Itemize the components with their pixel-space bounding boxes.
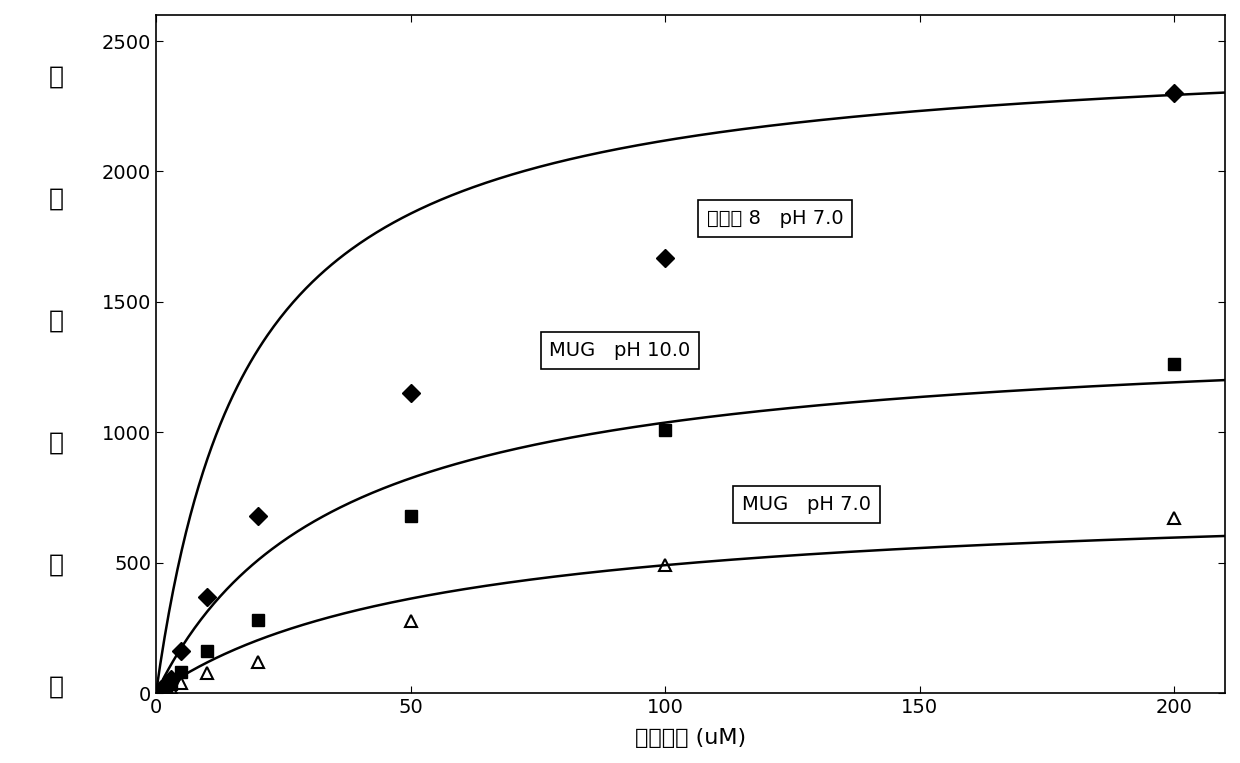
Text: 荚: 荚 xyxy=(48,308,63,333)
Text: 光: 光 xyxy=(48,430,63,455)
Text: 化合物 8   pH 7.0: 化合物 8 pH 7.0 xyxy=(707,209,843,228)
Text: 相: 相 xyxy=(48,64,63,89)
Text: MUG   pH 10.0: MUG pH 10.0 xyxy=(549,341,691,360)
Text: 对: 对 xyxy=(48,186,63,211)
Text: 强: 强 xyxy=(48,552,63,577)
Text: MUG   pH 7.0: MUG pH 7.0 xyxy=(742,495,870,514)
Text: 度: 度 xyxy=(48,674,63,699)
X-axis label: 底物浓度 (uM): 底物浓度 (uM) xyxy=(635,728,746,748)
